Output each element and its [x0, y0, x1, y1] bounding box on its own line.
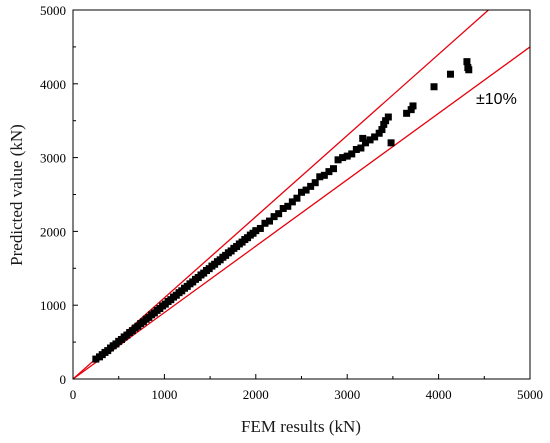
x-tick-label: 1000: [151, 387, 177, 402]
data-point: [266, 217, 274, 225]
x-tick-label: 2000: [243, 387, 269, 402]
x-tick-label: 4000: [426, 387, 452, 402]
data-point: [357, 144, 365, 152]
data-point: [430, 83, 438, 91]
data-points: [92, 58, 473, 363]
data-point: [284, 202, 292, 210]
data-point: [275, 210, 283, 218]
data-point: [348, 150, 356, 158]
y-tick-label: 5000: [40, 3, 66, 18]
x-tick-label: 0: [70, 387, 77, 402]
data-point: [366, 136, 374, 144]
data-point: [288, 198, 296, 206]
data-point: [325, 168, 333, 176]
data-point: [316, 173, 324, 181]
data-point: [375, 129, 383, 137]
x-tick-label: 3000: [334, 387, 360, 402]
data-point: [307, 182, 315, 190]
data-point: [409, 102, 417, 110]
data-point: [293, 194, 301, 202]
data-point: [270, 213, 278, 221]
data-point: [382, 117, 390, 125]
y-tick-label: 0: [60, 372, 67, 387]
data-point: [465, 66, 473, 74]
data-point: [320, 171, 328, 179]
data-point: [407, 106, 415, 114]
x-tick-label: 5000: [517, 387, 543, 402]
data-point: [339, 154, 347, 162]
y-tick-label: 2000: [40, 224, 66, 239]
data-point: [361, 139, 369, 147]
y-axis-title: Predicted value (kN): [7, 124, 26, 266]
data-point: [252, 227, 260, 235]
data-point: [384, 113, 392, 121]
data-point: [343, 152, 351, 160]
data-point: [311, 179, 319, 187]
data-point: [359, 134, 367, 142]
data-point: [92, 355, 100, 363]
data-point: [387, 139, 395, 147]
tick-labels: 0 1000 2000 3000 4000 5000 0 1000 2000 3000 4000 50…: [40, 3, 543, 402]
data-point: [261, 219, 269, 227]
data-point: [463, 58, 471, 66]
data-point: [298, 188, 305, 196]
data-point: [378, 126, 386, 134]
y-tick-label: 4000: [40, 77, 66, 92]
data-point: [302, 186, 310, 194]
data-point: [352, 145, 360, 153]
y-tick-label: 1000: [40, 298, 66, 313]
y-tick-label: 3000: [40, 151, 66, 166]
lower-bound-line: [73, 46, 530, 379]
error-band-label: ±10%: [476, 91, 517, 108]
data-point: [334, 156, 342, 164]
data-point: [403, 109, 411, 117]
data-point: [329, 165, 337, 173]
data-point: [446, 70, 454, 78]
axes: [72, 9, 531, 380]
data-point: [256, 224, 264, 232]
data-point: [279, 205, 287, 213]
data-point: [380, 120, 388, 128]
data-point: [371, 133, 379, 141]
x-axis-title: FEM results (kN): [241, 417, 361, 436]
